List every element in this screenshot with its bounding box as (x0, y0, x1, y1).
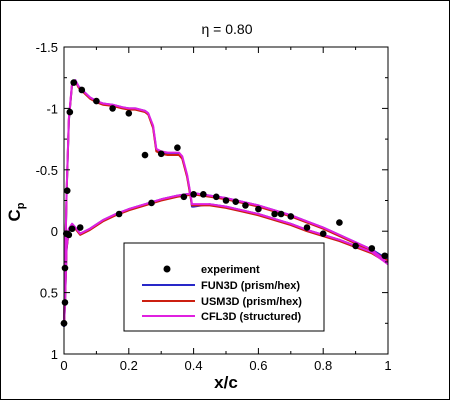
legend-label-fun3d: FUN3D (prism/hex) (201, 280, 300, 292)
experiment-point (319, 230, 327, 237)
x-tick-label: 0.2 (120, 358, 138, 373)
experiment-point (222, 197, 230, 204)
y-tick-label: -1.5 (36, 40, 58, 55)
legend-label-cfl3d: CFL3D (structured) (201, 311, 302, 323)
y-tick-label: -1 (46, 101, 58, 116)
y-axis-title-subscript: p (15, 202, 27, 209)
experiment-point (381, 252, 389, 260)
experiment-point (336, 219, 343, 226)
experiment-point (271, 210, 278, 218)
experiment-point (63, 187, 71, 194)
y-tick-label: -0.5 (36, 163, 58, 178)
legend-label-experiment: experiment (201, 264, 260, 276)
experiment-point (93, 97, 100, 105)
experiment-point (115, 210, 123, 218)
experiment-point (78, 86, 86, 94)
experiment-point (65, 231, 73, 239)
experiment-point (68, 225, 76, 233)
experiment-point (242, 202, 249, 209)
experiment-points (60, 79, 389, 327)
y-tick-label: 0.5 (40, 286, 58, 301)
legend-label-usm3d: USM3D (prism/hex) (201, 296, 302, 308)
experiment-point (200, 191, 207, 198)
experiment-point (109, 105, 116, 112)
y-axis-ticks: -1.5 -1 -0.5 0 0.5 1 (36, 40, 388, 362)
experiment-point (287, 213, 295, 220)
experiment-point (174, 144, 181, 151)
experiment-point (212, 193, 220, 201)
x-tick-label: 1 (384, 358, 391, 373)
experiment-point (232, 198, 240, 206)
experiment-point (303, 224, 311, 231)
y-tick-label: 0 (51, 224, 58, 239)
y-axis-title: Cp (5, 202, 27, 221)
x-axis-title: x/c (214, 373, 238, 392)
x-tick-label: 0.8 (314, 358, 332, 373)
legend-marker-experiment (163, 265, 171, 273)
y-axis-title-main: C (5, 209, 24, 221)
experiment-point (125, 110, 133, 117)
experiment-point (352, 242, 359, 250)
experiment-point (368, 245, 376, 252)
experiment-point (180, 193, 188, 201)
chart-title: η = 0.80 (202, 21, 253, 37)
experiment-point (157, 150, 165, 158)
experiment-point (76, 224, 84, 231)
experiment-point (255, 205, 262, 213)
experiment-point (141, 151, 149, 159)
experiment-point (70, 79, 78, 86)
x-tick-label: 0.4 (185, 358, 203, 373)
experiment-point (277, 210, 285, 218)
x-tick-label: 0.6 (249, 358, 267, 373)
experiment-point (66, 108, 74, 116)
legend: experiment FUN3D (prism/hex) USM3D (pris… (123, 242, 325, 332)
experiment-point (190, 191, 197, 198)
x-tick-label: 0 (60, 358, 67, 373)
experiment-point (61, 299, 69, 306)
experiment-point (148, 199, 155, 207)
x-axis-ticks: 0 0.2 0.4 0.6 0.8 1 (60, 47, 392, 373)
experiment-point (61, 264, 69, 272)
y-tick-label: 1 (51, 347, 58, 362)
series-line-cfl3d-lower (63, 192, 389, 325)
